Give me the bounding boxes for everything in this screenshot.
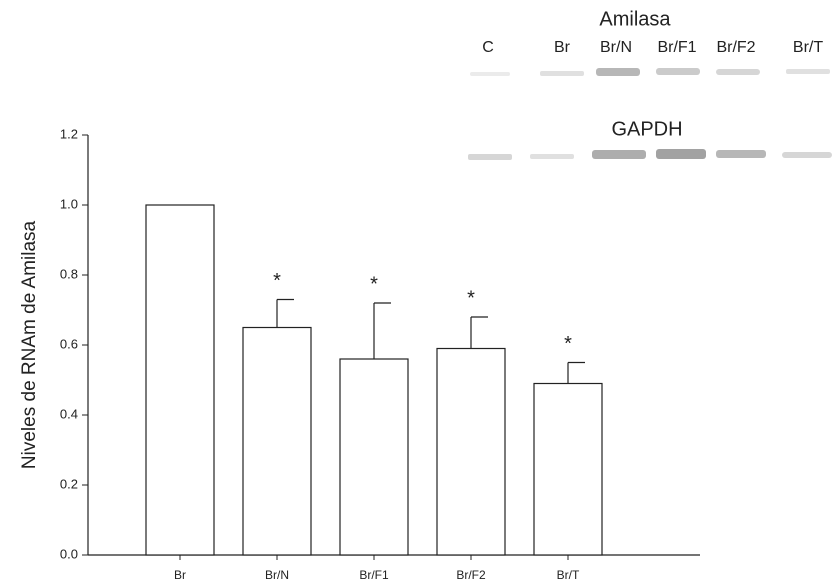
x-tick-label: Br — [174, 568, 186, 582]
blot-title: Amilasa — [599, 8, 671, 30]
lane-label: Br/F2 — [716, 39, 755, 56]
y-axis-label: Niveles de RNAm de Amilasa — [19, 220, 40, 469]
lane-label: Br/F1 — [657, 39, 696, 56]
blot-bands — [468, 68, 832, 160]
lane-label: Br/T — [793, 39, 823, 56]
x-tick-label: Br/N — [265, 568, 289, 582]
y-tick-label: 1.2 — [60, 126, 78, 141]
y-tick-label: 0.6 — [60, 336, 78, 351]
bar — [340, 359, 408, 555]
y-tick-label: 1.0 — [60, 196, 78, 211]
lane-label: Br/N — [600, 39, 632, 56]
y-tick-label: 0.2 — [60, 476, 78, 491]
lane-label: Br — [554, 39, 571, 56]
significance-marker: * — [564, 333, 572, 355]
x-tick-label: Br/T — [557, 568, 580, 582]
lane-label: C — [482, 39, 494, 56]
bar — [146, 205, 214, 555]
chart: Niveles de RNAm de Amilasa Amilasa GAPDH… — [0, 0, 837, 586]
x-tick-label: Br/F2 — [456, 568, 486, 582]
x-tick-label: Br/F1 — [359, 568, 389, 582]
significance-marker: * — [273, 270, 281, 292]
loading-control-label: GAPDH — [611, 118, 682, 140]
y-tick-label: 0.0 — [60, 546, 78, 561]
bar — [437, 349, 505, 556]
significance-marker: * — [370, 273, 378, 295]
blot-inset: Amilasa GAPDH — [468, 8, 832, 160]
bar — [243, 328, 311, 556]
y-tick-label: 0.4 — [60, 406, 78, 421]
significance-marker: * — [467, 287, 475, 309]
bar — [534, 384, 602, 556]
y-tick-label: 0.8 — [60, 266, 78, 281]
